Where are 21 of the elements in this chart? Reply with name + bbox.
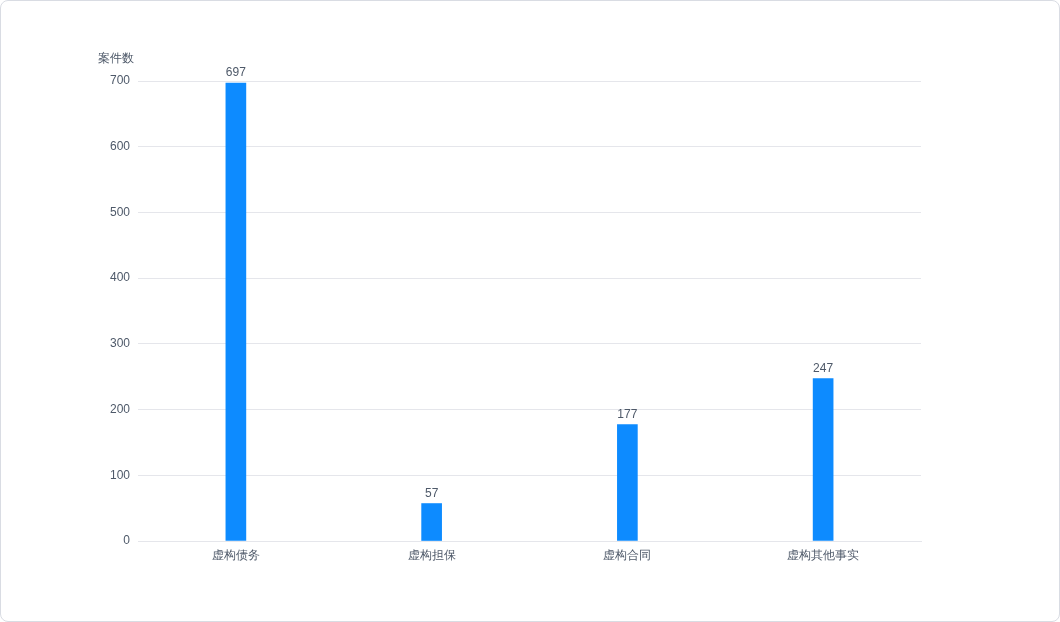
y-tick-label: 200 [109, 401, 131, 416]
bar [617, 424, 638, 541]
y-tick-label: 600 [109, 139, 131, 154]
y-axis-title: 案件数 [98, 51, 134, 66]
y-tick-label: 100 [109, 467, 131, 482]
bar [225, 82, 247, 541]
y-tick-label: 500 [109, 204, 131, 219]
y-tick-label: 400 [109, 270, 131, 285]
x-tick-label: 虚构债务 [211, 547, 260, 562]
y-tick-label: 700 [109, 73, 131, 88]
y-tick-label: 300 [109, 336, 131, 351]
x-tick-label: 虚构合同 [603, 547, 652, 562]
bar [812, 378, 834, 541]
data-label: 247 [813, 361, 834, 375]
y-tick-label: 0 [123, 533, 131, 548]
data-label: 697 [225, 65, 247, 80]
x-tick-label: 虚构担保 [407, 547, 456, 562]
x-tick-label: 虚构其他事实 [787, 547, 860, 562]
data-label: 177 [617, 407, 638, 421]
data-label: 57 [424, 485, 439, 500]
bar [421, 503, 442, 541]
